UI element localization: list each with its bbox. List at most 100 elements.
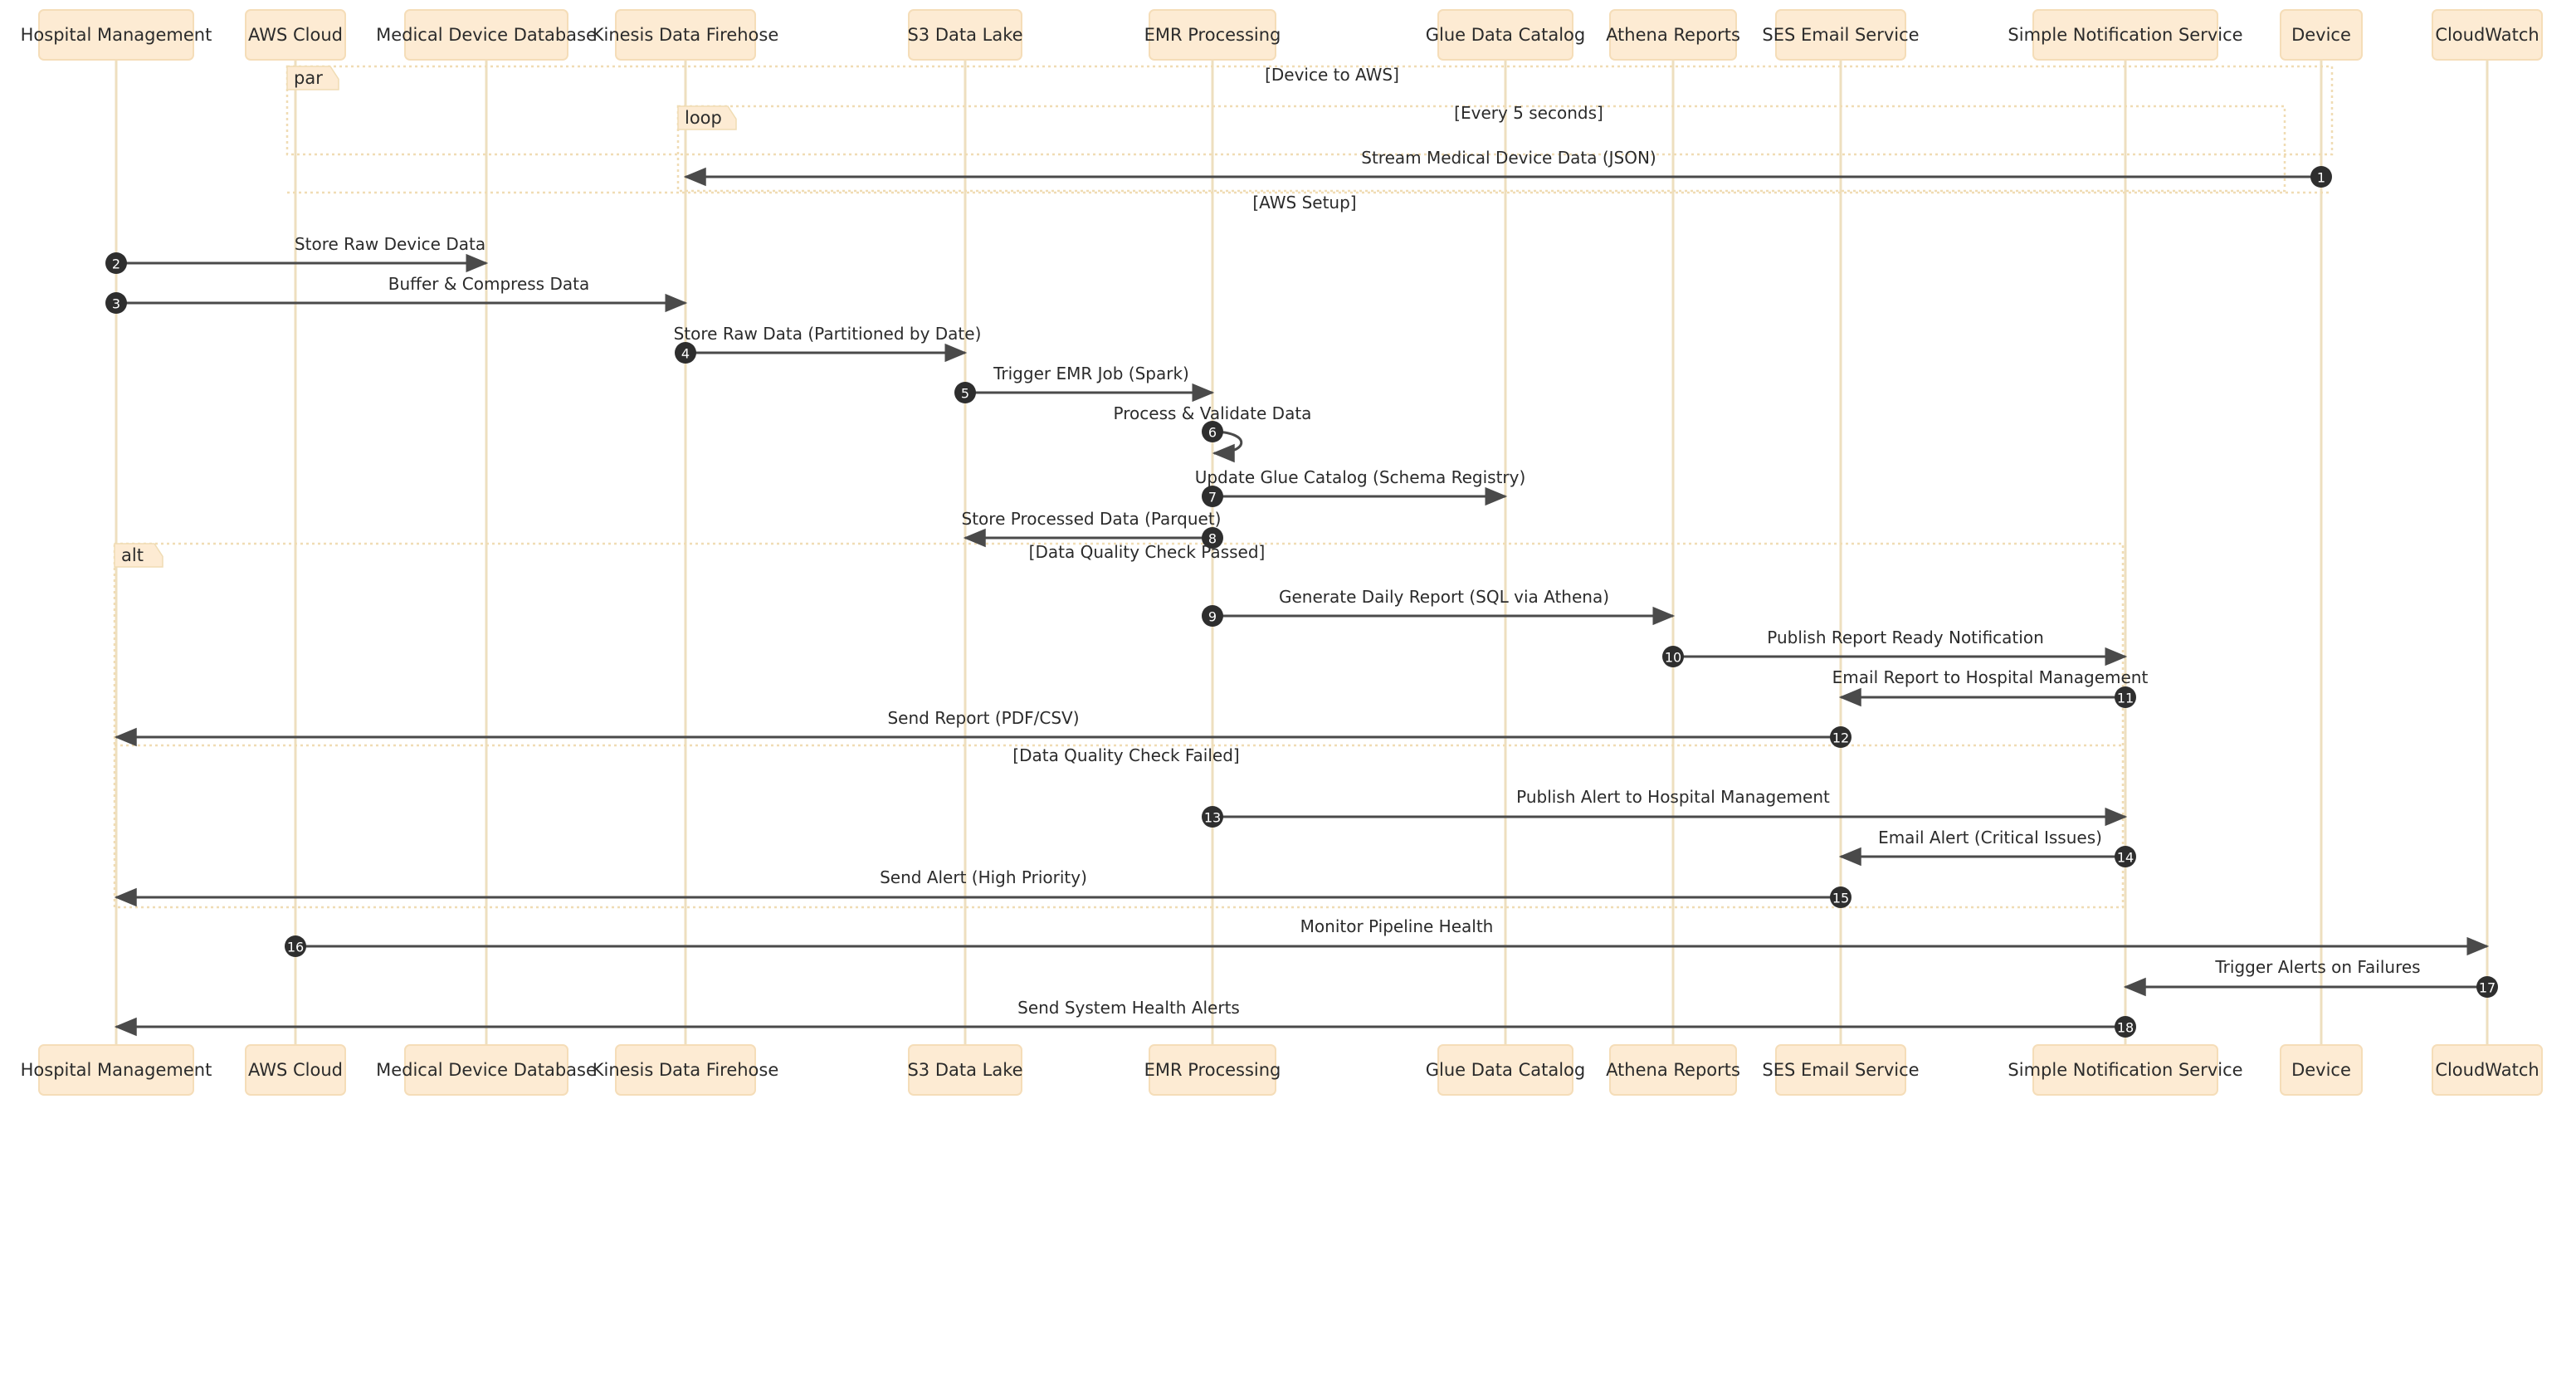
sequence-number-7: 7 <box>1208 490 1217 506</box>
participant-sns-bottom[interactable]: Simple Notification Service <box>2008 1044 2243 1096</box>
participant-box-aws-bottom[interactable] <box>245 1044 346 1096</box>
participant-mdd-bottom[interactable]: Medical Device Database <box>376 1044 597 1096</box>
message-label-9: Generate Daily Report (SQL via Athena) <box>1279 587 1609 607</box>
participant-box-athena-bottom[interactable] <box>1609 1044 1737 1096</box>
sequence-number-4: 4 <box>681 346 690 362</box>
participant-mdd-top[interactable]: Medical Device Database <box>376 9 597 61</box>
participant-athena-bottom[interactable]: Athena Reports <box>1606 1044 1740 1096</box>
participant-box-hospital-top[interactable] <box>38 9 194 61</box>
participants-layer: Hospital Management Hospital Management AW… <box>21 9 2543 1096</box>
sequence-badge-14 <box>2115 846 2136 867</box>
participant-label-hospital-top: Hospital Management <box>21 25 212 45</box>
participant-label-hospital-bottom: Hospital Management <box>21 1060 212 1080</box>
participant-s3-top[interactable]: S3 Data Lake <box>907 9 1023 61</box>
participant-aws-bottom[interactable]: AWS Cloud <box>245 1044 346 1096</box>
participant-label-firehose-top: Kinesis Data Firehose <box>593 25 779 45</box>
participant-box-s3-top[interactable] <box>908 9 1022 61</box>
sequence-badge-11 <box>2115 686 2136 708</box>
sequence-number-8: 8 <box>1208 531 1217 547</box>
participant-box-firehose-top[interactable] <box>615 9 756 61</box>
participant-athena-top[interactable]: Athena Reports <box>1606 9 1740 61</box>
participant-cloudwatch-bottom[interactable]: CloudWatch <box>2432 1044 2543 1096</box>
participant-ses-bottom[interactable]: SES Email Service <box>1762 1044 1920 1096</box>
participant-label-glue-bottom: Glue Data Catalog <box>1426 1060 1585 1080</box>
participant-box-mdd-bottom[interactable] <box>404 1044 568 1096</box>
message-1: 1 Stream Medical Device Data (JSON) <box>683 148 2332 188</box>
fragment-condition-alt-0: [Data Quality Check Passed] <box>1029 542 1266 562</box>
participant-box-cloudwatch-top[interactable] <box>2432 9 2543 61</box>
participant-emr-bottom[interactable]: EMR Processing <box>1144 1044 1281 1096</box>
fragment-border-par <box>285 65 2334 156</box>
participant-cloudwatch-top[interactable]: CloudWatch <box>2432 9 2543 61</box>
fragment-border-alt <box>113 542 2125 909</box>
message-label-1: Stream Medical Device Data (JSON) <box>1361 148 1656 168</box>
participant-box-firehose-bottom[interactable] <box>615 1044 756 1096</box>
message-label-4: Store Raw Data (Partitioned by Date) <box>674 324 982 344</box>
sequence-badge-7 <box>1202 486 1223 507</box>
participant-label-firehose-bottom: Kinesis Data Firehose <box>593 1060 779 1080</box>
participant-box-s3-bottom[interactable] <box>908 1044 1022 1096</box>
participant-box-ses-bottom[interactable] <box>1775 1044 1906 1096</box>
participant-box-device-bottom[interactable] <box>2280 1044 2363 1096</box>
participant-firehose-bottom[interactable]: Kinesis Data Firehose <box>593 1044 779 1096</box>
message-8: 8 Store Processed Data (Parquet) <box>962 509 1223 549</box>
fragment-loop: loop [Every 5 seconds] <box>676 103 2286 193</box>
message-label-17: Trigger Alerts on Failures <box>2214 957 2420 977</box>
participant-label-ses-top: SES Email Service <box>1762 25 1919 45</box>
participant-box-sns-top[interactable] <box>2032 9 2218 61</box>
sequence-badge-6 <box>1202 421 1223 442</box>
participant-label-cloudwatch-top: CloudWatch <box>2435 25 2539 45</box>
sequence-number-14: 14 <box>2117 850 2134 866</box>
message-11: 11 Email Report to Hospital Management <box>1832 667 2148 708</box>
participant-label-ses-bottom: SES Email Service <box>1762 1060 1919 1080</box>
participant-box-mdd-top[interactable] <box>404 9 568 61</box>
participant-device-top[interactable]: Device <box>2280 9 2363 61</box>
participant-box-device-top[interactable] <box>2280 9 2363 61</box>
participant-glue-top[interactable]: Glue Data Catalog <box>1426 9 1585 61</box>
participant-glue-bottom[interactable]: Glue Data Catalog <box>1426 1044 1585 1096</box>
participant-box-ses-top[interactable] <box>1775 9 1906 61</box>
sequence-number-5: 5 <box>961 386 969 402</box>
participant-hospital-bottom[interactable]: Hospital Management <box>21 1044 212 1096</box>
participant-box-hospital-bottom[interactable] <box>38 1044 194 1096</box>
sequence-number-16: 16 <box>287 940 304 955</box>
message-16: 16 Monitor Pipeline Health <box>285 916 2490 957</box>
participant-device-bottom[interactable]: Device <box>2280 1044 2363 1096</box>
message-label-3: Buffer & Compress Data <box>388 274 589 294</box>
fragment-condition-par-0: [Device to AWS] <box>1265 65 1399 85</box>
participant-aws-top[interactable]: AWS Cloud <box>245 9 346 61</box>
message-label-8: Store Processed Data (Parquet) <box>962 509 1222 529</box>
sequence-badge-3 <box>105 292 127 314</box>
participant-firehose-top[interactable]: Kinesis Data Firehose <box>593 9 779 61</box>
participant-label-mdd-top: Medical Device Database <box>376 25 597 45</box>
participant-label-s3-bottom: S3 Data Lake <box>907 1060 1022 1080</box>
fragment-par: par [Device to AWS] [AWS Setup] <box>285 65 2334 212</box>
sequence-badge-1 <box>2310 166 2332 188</box>
participant-hospital-top[interactable]: Hospital Management <box>21 9 212 61</box>
participant-box-glue-top[interactable] <box>1437 9 1573 61</box>
participant-box-glue-bottom[interactable] <box>1437 1044 1573 1096</box>
participant-ses-top[interactable]: SES Email Service <box>1762 9 1920 61</box>
message-label-18: Send System Health Alerts <box>1017 998 1240 1018</box>
fragment-tab-par <box>286 66 339 90</box>
participant-box-emr-top[interactable] <box>1149 9 1276 61</box>
participant-box-cloudwatch-bottom[interactable] <box>2432 1044 2543 1096</box>
participant-box-sns-bottom[interactable] <box>2032 1044 2218 1096</box>
participant-label-s3-top: S3 Data Lake <box>907 25 1022 45</box>
fragment-keyword-alt: alt <box>121 545 144 565</box>
fragment-keyword-par: par <box>294 68 323 88</box>
participant-s3-bottom[interactable]: S3 Data Lake <box>907 1044 1023 1096</box>
participant-box-athena-top[interactable] <box>1609 9 1737 61</box>
participant-box-aws-top[interactable] <box>245 9 346 61</box>
message-5: 5 Trigger EMR Job (Spark) <box>954 364 1215 403</box>
participant-label-sns-bottom: Simple Notification Service <box>2008 1060 2242 1080</box>
participant-emr-top[interactable]: EMR Processing <box>1144 9 1281 61</box>
participant-label-aws-bottom: AWS Cloud <box>248 1060 343 1080</box>
sequence-number-11: 11 <box>2117 691 2134 706</box>
fragment-condition-alt-1: [Data Quality Check Failed] <box>1012 745 1239 765</box>
message-label-5: Trigger EMR Job (Spark) <box>993 364 1189 383</box>
participant-sns-top[interactable]: Simple Notification Service <box>2008 9 2243 61</box>
message-7: 7 Update Glue Catalog (Schema Registry) <box>1195 467 1525 507</box>
message-label-15: Send Alert (High Priority) <box>880 867 1087 887</box>
participant-box-emr-bottom[interactable] <box>1149 1044 1276 1096</box>
